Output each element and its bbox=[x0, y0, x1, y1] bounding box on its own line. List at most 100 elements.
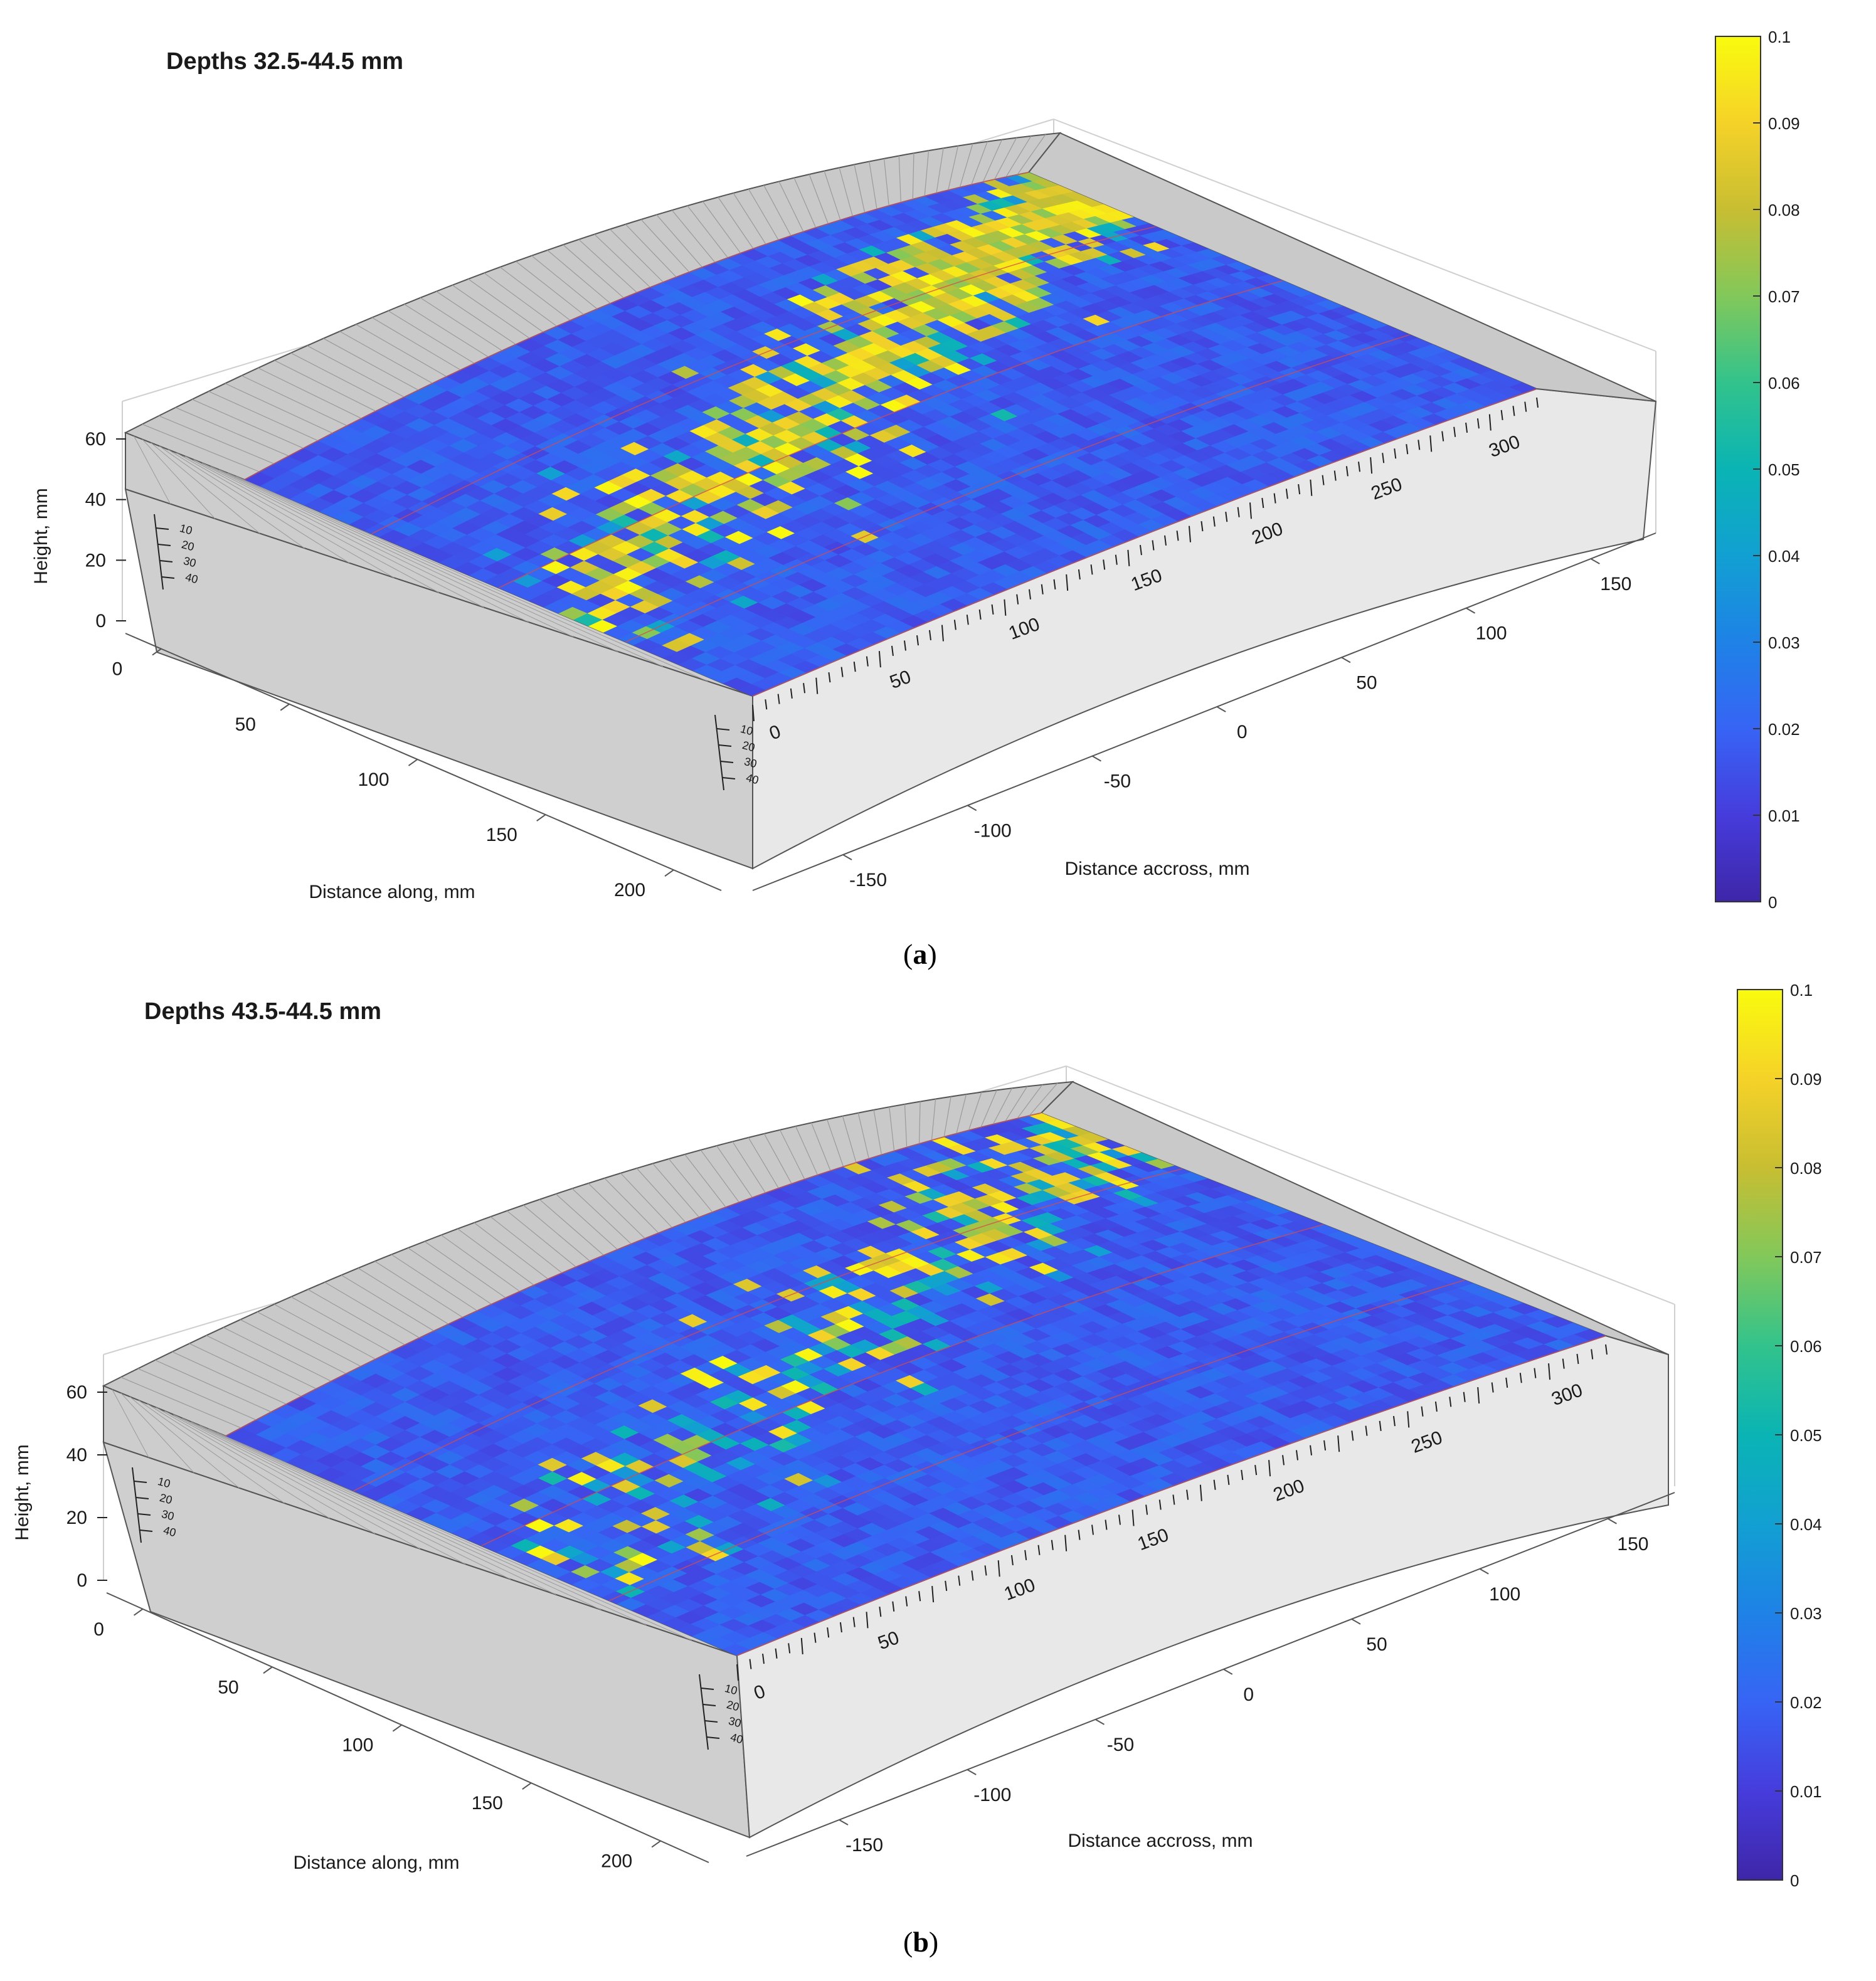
rim-hatch-line bbox=[436, 291, 516, 345]
rim-hatch-line bbox=[854, 164, 866, 213]
left-hatch-line bbox=[147, 1403, 330, 1519]
x-tick-label: -100 bbox=[974, 820, 1012, 841]
rim-hatch-line bbox=[391, 1254, 478, 1311]
rim-hatch-line bbox=[971, 141, 988, 185]
z-tick-label: 20 bbox=[66, 1508, 87, 1528]
depth-scale-tick bbox=[159, 560, 173, 563]
rim-hatch-line bbox=[904, 1104, 908, 1148]
x-axis-label: Distance accross, mm bbox=[1064, 858, 1249, 879]
arc-scale-tick bbox=[953, 620, 957, 630]
arc-scale-tick bbox=[1152, 540, 1155, 551]
rim-hatch-line bbox=[175, 407, 289, 457]
arc-scale-tick bbox=[1028, 589, 1031, 600]
arc-scale-tick bbox=[1041, 584, 1044, 594]
rim-hatch-line bbox=[793, 177, 817, 228]
x-tick-label: 0 bbox=[1243, 1684, 1254, 1705]
rim-hatch-line bbox=[857, 1112, 869, 1159]
arc-scale-tick bbox=[1176, 531, 1179, 541]
depth-scale-tick bbox=[156, 527, 169, 530]
rim-hatch-line bbox=[684, 1154, 726, 1208]
rim-hatch-line bbox=[371, 317, 461, 371]
rim-hatch-line bbox=[702, 201, 741, 254]
arc-scale bbox=[752, 397, 1539, 722]
rim-hatch-line bbox=[594, 234, 651, 288]
rim-hatch-line bbox=[700, 1149, 739, 1203]
rim-hatch-line bbox=[716, 1145, 753, 1198]
rim-hatch-line bbox=[924, 151, 930, 196]
rim-hatch-line bbox=[484, 272, 558, 327]
left-hatch-line bbox=[156, 1407, 376, 1535]
rim-hatch-line bbox=[839, 167, 853, 217]
rim-hatch-line bbox=[374, 1260, 464, 1318]
specimen-block bbox=[124, 132, 1657, 870]
z-tick-label: 0 bbox=[95, 611, 106, 631]
rim-hatch-line bbox=[1029, 1082, 1058, 1116]
rim-hatch-line bbox=[604, 1178, 659, 1234]
surface-plot-a: 0501001502002503001020304010203040020406… bbox=[31, 28, 1800, 912]
panel-a: 0 50 100 150 200 250 300 10 20 30 40 10 20 30 40 0 20 40 6… bbox=[0, 0, 1876, 978]
colorbar-tick-label: 0.01 bbox=[1768, 806, 1800, 825]
rim-hatch-line bbox=[610, 229, 664, 283]
arc-scale-tick bbox=[1090, 564, 1093, 575]
z-axis-label: Height, mm bbox=[31, 488, 51, 584]
rim-hatch-line bbox=[468, 278, 544, 333]
left-hatch-line bbox=[208, 1429, 647, 1625]
rim-hatch-line bbox=[571, 1188, 632, 1245]
rim-hatch-line bbox=[980, 1090, 997, 1128]
colorbar-tick-label: 0 bbox=[1768, 893, 1777, 912]
rim-hatch-line bbox=[206, 1335, 317, 1390]
rim-hatch-line bbox=[547, 250, 611, 304]
left-hatch-line bbox=[219, 469, 618, 652]
x-tick bbox=[967, 805, 977, 811]
left-hatch-line bbox=[112, 1389, 149, 1458]
surface-plot-b: 0501001502002503001020304010203040020406… bbox=[12, 981, 1822, 1890]
arc-scale-tick bbox=[1345, 466, 1349, 477]
x-tick-label: -100 bbox=[973, 1785, 1011, 1805]
colorbar-tick-label: 0.03 bbox=[1768, 633, 1800, 652]
y-tick-label: 200 bbox=[614, 880, 645, 901]
box-edge-right-top bbox=[1066, 1065, 1675, 1305]
arc-scale-tick bbox=[966, 615, 969, 625]
rim-hatch-line bbox=[258, 367, 362, 419]
x-tick bbox=[1091, 755, 1101, 762]
rim-hatch-line bbox=[241, 375, 347, 426]
x-tick-label: 50 bbox=[1356, 672, 1377, 693]
arc-scale-tick bbox=[777, 694, 780, 704]
y-axis-label: Distance along, mm bbox=[293, 1852, 459, 1873]
x-tick-label: -150 bbox=[849, 870, 887, 890]
rim-hatch-line bbox=[225, 383, 333, 434]
rim-hatch-line bbox=[172, 1351, 287, 1405]
rim-hatch-line bbox=[763, 1133, 792, 1185]
rim-hatch-line bbox=[452, 285, 530, 339]
colorbar: 00.010.020.030.040.050.060.070.080.090.1 bbox=[1715, 28, 1800, 912]
rim-hatch-line bbox=[687, 205, 728, 258]
surface-grid-line bbox=[244, 172, 1029, 480]
depth-scale-axis bbox=[154, 514, 164, 590]
rim-hatch-line bbox=[884, 158, 889, 206]
left-hatch-line bbox=[120, 1393, 194, 1473]
figure-group: 0501001502002503001020304010203040020406… bbox=[31, 28, 1800, 912]
rim-hatch-line bbox=[290, 352, 391, 404]
arc-scale-tick bbox=[1298, 483, 1301, 495]
colorbar-tick-label: 0.09 bbox=[1768, 114, 1800, 133]
x-tick-label: -50 bbox=[1104, 771, 1131, 792]
rim-hatch-line bbox=[956, 1094, 967, 1134]
colorbar-tick-label: 0.04 bbox=[1768, 547, 1800, 566]
y-axis-label: Distance along, mm bbox=[309, 882, 475, 902]
left-hatch-line bbox=[216, 1432, 692, 1641]
rim-hatch-line bbox=[307, 345, 405, 398]
rim-hatch-line bbox=[341, 1274, 435, 1331]
x-tick-label: 100 bbox=[1476, 623, 1507, 644]
rim-hatch-line bbox=[522, 1205, 590, 1262]
z-tick-label: 60 bbox=[66, 1382, 87, 1403]
rim-hatch-line bbox=[748, 1137, 779, 1189]
rim-hatch-line bbox=[625, 224, 677, 278]
left-hatch-line bbox=[193, 459, 484, 608]
rim-hatch-line bbox=[158, 415, 275, 465]
depth-scale-tick bbox=[161, 576, 175, 579]
rim-hatch-line bbox=[307, 1289, 405, 1346]
